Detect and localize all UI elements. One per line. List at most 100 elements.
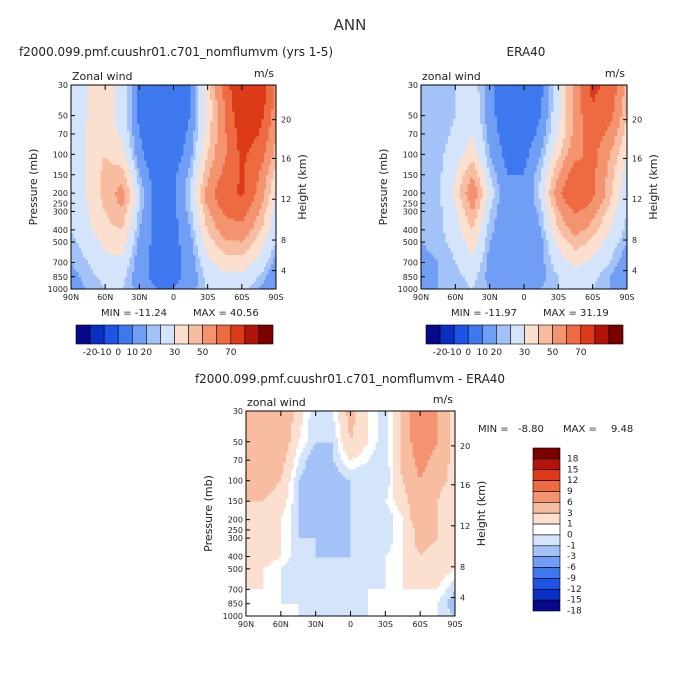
y2-tick-label: 20 [281, 116, 291, 125]
y2-tick-label: 16 [281, 154, 291, 163]
y-tick-label: 200 [403, 189, 418, 198]
field-obs [421, 85, 627, 289]
variable-label: Zonal wind [72, 70, 133, 83]
colorbar-label: 30 [519, 348, 531, 358]
colorbar-label: 50 [197, 348, 209, 358]
colorbar-swatch [532, 480, 561, 492]
colorbar-swatch [439, 324, 455, 345]
y-tick-label: 500 [403, 238, 418, 247]
y-axis-label: Pressure (mb) [202, 475, 215, 552]
x-tick-label: 60N [447, 293, 463, 302]
y-tick-label: 100 [53, 150, 68, 159]
colorbar-label: -10 [97, 348, 112, 358]
y-tick-label: 700 [53, 258, 68, 267]
colorbar-swatch [552, 324, 568, 345]
y-tick-label: 250 [228, 526, 243, 535]
chart-diff: f2000.099.pmf.cuushr01.c701_nomflumvm - … [195, 372, 633, 629]
x-tick-label: 30N [482, 293, 498, 302]
y2-tick-label: 8 [460, 563, 465, 572]
x-tick-label: 30N [131, 293, 147, 302]
y-tick-label: 300 [403, 207, 418, 216]
colorbar-label: 10 [127, 348, 139, 358]
y2-tick-label: 12 [281, 195, 291, 204]
variable-label: zonal wind [247, 396, 306, 409]
min-label: MIN = -11.24 [101, 308, 167, 319]
y-tick-label: 200 [53, 189, 68, 198]
colorbar-swatch [532, 447, 561, 460]
colorbar-label: 6 [567, 498, 573, 508]
colorbar-swatch [608, 324, 624, 345]
y-tick-label: 100 [228, 477, 243, 486]
colorbar-label: 70 [225, 348, 237, 358]
y-tick-label: 150 [228, 497, 243, 506]
colorbar-swatch [532, 556, 561, 568]
field-model [71, 85, 276, 289]
colorbar-swatch [244, 324, 260, 345]
x-tick-label: 0 [348, 620, 353, 629]
x-tick-label: 90N [63, 293, 79, 302]
x-tick-label: 30S [378, 620, 393, 629]
units-label: m/s [254, 67, 274, 80]
colorbar-label: -10 [447, 348, 462, 358]
max-value: 9.48 [611, 424, 633, 435]
y-tick-label: 150 [403, 171, 418, 180]
colorbar-label: 0 [567, 531, 573, 541]
colorbar-label: 20 [141, 348, 153, 358]
chart-obs: ERA40 zonal wind m/s 90N 60N 30N 0 30S 60S 90S 30 5… [377, 45, 660, 358]
y-tick-label: 70 [408, 130, 418, 139]
colorbar-swatch [510, 324, 525, 345]
colorbar-swatch [467, 324, 483, 345]
y2-tick-label: 12 [632, 195, 642, 204]
colorbar-label: -6 [567, 563, 576, 573]
y2-tick-label: 8 [281, 236, 286, 245]
colorbar-swatch [131, 324, 147, 345]
y-tick-label: 1000 [48, 285, 68, 294]
colorbar-label: -15 [567, 596, 582, 606]
max-label: MAX = 31.19 [543, 308, 609, 319]
colorbar-swatch [532, 469, 561, 481]
colorbar-label: 9 [567, 487, 573, 497]
x-tick-label: 30N [308, 620, 324, 629]
colorbar-swatch [174, 324, 189, 345]
x-tick-label: 60S [585, 293, 600, 302]
colorbar-label: 50 [547, 348, 559, 358]
panel-title: ERA40 [507, 45, 546, 59]
y-tick-label: 400 [403, 226, 418, 235]
y-tick-label: 50 [233, 438, 243, 447]
colorbar-swatch [532, 523, 561, 536]
colorbar-swatch [75, 324, 91, 345]
x-tick-label: 60N [97, 293, 113, 302]
colorbar-label: -9 [567, 574, 576, 584]
colorbar-swatch [532, 458, 561, 471]
min-label: MIN = [478, 424, 509, 435]
colorbar-swatch [453, 324, 469, 345]
y-tick-label: 400 [53, 226, 68, 235]
y2-tick-label: 4 [460, 594, 465, 603]
colorbar-swatch [532, 512, 561, 525]
y2-tick-label: 20 [632, 116, 642, 125]
colorbar-swatch [230, 324, 246, 345]
y-tick-label: 30 [408, 81, 418, 90]
colorbar-swatch [532, 502, 561, 514]
colorbar-swatch [524, 324, 539, 345]
colorbar-label: 15 [567, 465, 578, 475]
colorbar: -20 -10 0 10 20 30 50 70 [75, 324, 274, 358]
colorbar-swatch [160, 324, 175, 345]
y2-tick-label: 4 [632, 267, 637, 276]
y-tick-label: 1000 [223, 612, 243, 621]
units-label: m/s [433, 393, 453, 406]
y-tick-label: 300 [53, 207, 68, 216]
y-tick-label: 1000 [398, 285, 418, 294]
colorbar-label: -20 [83, 348, 98, 358]
y-tick-label: 70 [58, 130, 68, 139]
colorbar-swatch [103, 324, 119, 345]
y-tick-label: 30 [233, 407, 243, 416]
y-tick-label: 850 [53, 273, 68, 282]
panel-title: f2000.099.pmf.cuushr01.c701_nomflumvm - … [195, 372, 505, 386]
colorbar-swatch [532, 491, 561, 503]
colorbar-label: 3 [567, 509, 573, 519]
colorbar-label: 0 [115, 348, 121, 358]
colorbar-label: -12 [567, 585, 582, 595]
colorbar-swatch [532, 578, 561, 590]
y2-tick-label: 8 [632, 236, 637, 245]
